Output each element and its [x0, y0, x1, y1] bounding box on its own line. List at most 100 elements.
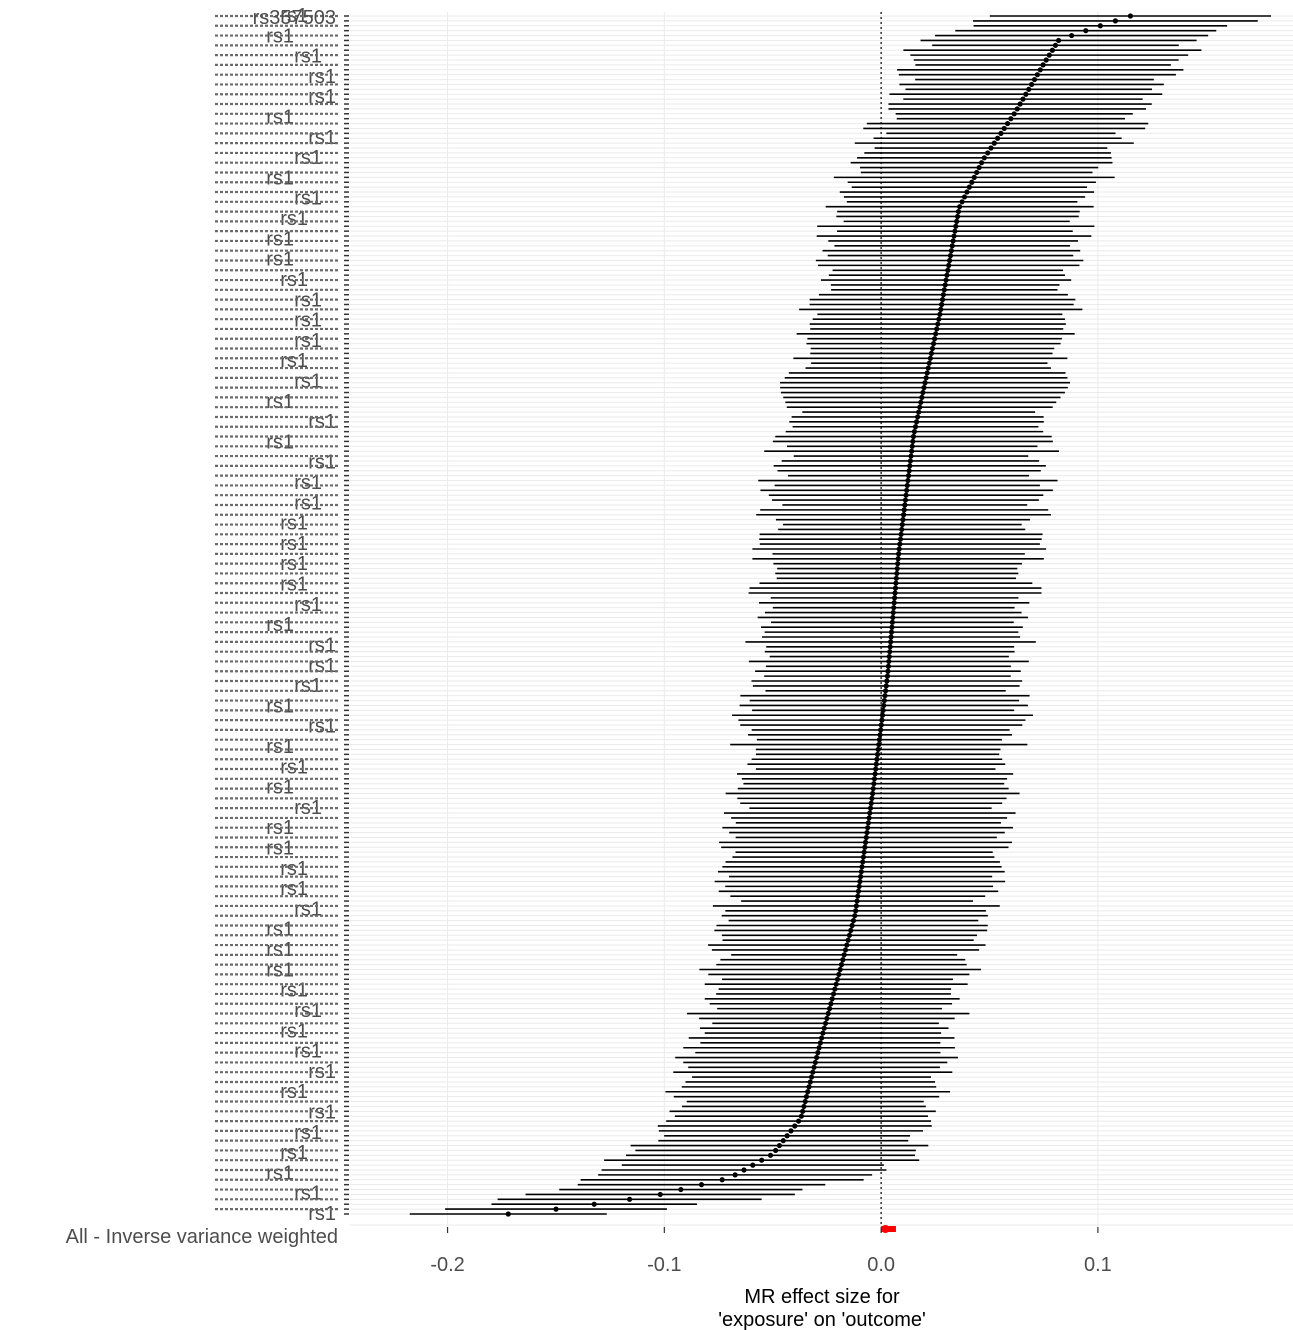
snp-point	[845, 937, 851, 943]
points-layer	[505, 13, 1134, 1217]
snp-point	[858, 869, 864, 875]
snp-point	[830, 991, 837, 997]
snp-label: rs1	[308, 411, 336, 433]
snp-point	[881, 697, 887, 704]
snp-label: rs1	[294, 46, 322, 68]
snp-label: rs1	[294, 1122, 322, 1144]
snp-point	[897, 536, 904, 542]
snp-point	[891, 605, 897, 611]
snp-point	[1037, 67, 1043, 73]
snp-point	[698, 1182, 705, 1188]
snp-label: rs1	[266, 838, 294, 860]
snp-point	[1031, 76, 1038, 83]
snp-point	[950, 238, 956, 244]
snp-point	[894, 565, 900, 572]
snp-point	[1055, 37, 1062, 44]
snp-point	[887, 649, 893, 655]
snp-point	[910, 433, 917, 440]
snp-point	[772, 1147, 779, 1154]
snp-point	[879, 717, 885, 723]
snp-point	[1020, 96, 1026, 102]
snp-point	[912, 424, 919, 430]
snp-point	[942, 282, 948, 288]
snp-label: rs1	[266, 228, 294, 250]
snp-point	[784, 1133, 790, 1139]
snp-point	[1011, 111, 1017, 117]
snp-point	[846, 932, 853, 938]
snp-point	[943, 277, 949, 283]
snp-point	[1049, 47, 1055, 53]
snp-point	[941, 287, 947, 293]
snp-point	[894, 570, 900, 577]
snp-label: rs1	[280, 756, 308, 778]
snp-point	[1043, 57, 1049, 63]
snp-point	[918, 399, 924, 405]
snp-point	[891, 600, 897, 606]
snp-point	[981, 155, 987, 161]
snp-point	[780, 1138, 786, 1144]
snp-point	[873, 766, 879, 772]
snp-point	[834, 976, 841, 982]
snp-point	[978, 160, 985, 166]
snp-point	[1083, 28, 1089, 34]
snp-point	[829, 996, 835, 1002]
snp-point	[905, 473, 912, 479]
snp-point	[1008, 116, 1014, 122]
snp-point	[951, 233, 957, 239]
snp-label: rs1	[294, 1000, 322, 1022]
snp-point	[802, 1098, 808, 1105]
snp-point	[923, 375, 929, 381]
snp-point	[900, 517, 906, 523]
x-tick-label: -0.2	[430, 1254, 464, 1276]
snp-point	[904, 487, 910, 493]
snp-point	[897, 541, 903, 547]
snp-point	[805, 1089, 811, 1095]
snp-point	[902, 502, 908, 508]
x-tick-label: -0.1	[647, 1254, 681, 1276]
snp-label: rs1	[294, 492, 322, 514]
snp-point	[964, 189, 970, 195]
snp-point	[947, 257, 953, 264]
snp-point	[930, 341, 937, 347]
snp-point	[856, 883, 862, 889]
x-axis-title-line1: MR effect size for	[744, 1286, 900, 1308]
snp-point	[816, 1045, 822, 1051]
snp-point	[934, 326, 940, 332]
snp-label: rs1	[280, 858, 308, 880]
snp-point	[808, 1074, 815, 1080]
snp-label: rs1	[280, 350, 308, 372]
snp-point	[867, 805, 874, 811]
snp-label: rs1	[308, 86, 336, 108]
snp-point	[893, 575, 899, 581]
snp-point	[995, 135, 1001, 141]
snp-point	[878, 722, 884, 728]
snp-point	[868, 800, 874, 806]
snp-point	[895, 561, 901, 567]
snp-point	[882, 693, 888, 699]
snp-point	[939, 297, 946, 303]
snp-point	[796, 1118, 802, 1124]
snp-point	[841, 952, 847, 958]
snp-point	[1052, 42, 1059, 48]
snp-label: rs1	[294, 310, 322, 332]
snp-label: rs1	[266, 391, 294, 413]
snp-point	[916, 409, 922, 415]
snp-point	[948, 248, 954, 254]
snp-point	[828, 1001, 834, 1007]
snp-point	[884, 678, 890, 684]
snp-label: rs1	[294, 289, 322, 311]
snp-label: rs1	[280, 1142, 308, 1164]
snp-point	[759, 1157, 765, 1163]
snp-point	[974, 169, 980, 176]
snp-point	[855, 888, 862, 894]
snp-point	[627, 1196, 633, 1202]
snp-point	[937, 311, 943, 317]
snp-point	[971, 174, 977, 180]
snp-point	[807, 1079, 813, 1085]
snp-point	[874, 756, 880, 762]
snp-label: rs1	[294, 1041, 322, 1063]
snp-point	[865, 820, 871, 826]
snp-point	[953, 223, 959, 229]
snp-point	[865, 825, 871, 831]
